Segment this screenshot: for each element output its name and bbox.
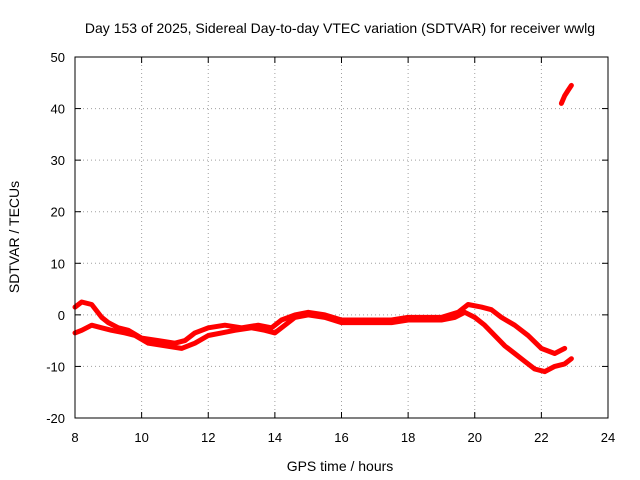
x-tick-label: 8 — [71, 430, 78, 445]
y-axis-label: SDTVAR / TECUs — [6, 181, 22, 293]
x-tick-label: 12 — [201, 430, 215, 445]
y-tick-label: -20 — [46, 411, 65, 426]
y-tick-label: 40 — [51, 102, 65, 117]
grid — [75, 57, 608, 418]
data-traces — [72, 82, 574, 375]
x-tick-label: 14 — [268, 430, 282, 445]
x-tick-label: 18 — [401, 430, 415, 445]
chart-title: Day 153 of 2025, Sidereal Day-to-day VTE… — [85, 20, 595, 36]
series-late-spike — [558, 82, 574, 106]
axis-ticks: 8 10 12 14 16 18 20 22 24 -20 -10 0 10 20 30 40 50 — [46, 50, 615, 445]
x-tick-label: 22 — [534, 430, 548, 445]
y-tick-label: 0 — [58, 308, 65, 323]
y-tick-label: 30 — [51, 153, 65, 168]
y-tick-label: 50 — [51, 50, 65, 65]
x-axis-label: GPS time / hours — [287, 458, 394, 474]
y-tick-label: 10 — [51, 256, 65, 271]
x-tick-label: 24 — [601, 430, 615, 445]
x-tick-label: 16 — [334, 430, 348, 445]
y-tick-label: 20 — [51, 205, 65, 220]
series-upper-trace — [72, 299, 568, 356]
y-tick-label: -10 — [46, 359, 65, 374]
x-tick-label: 10 — [134, 430, 148, 445]
x-tick-label: 20 — [468, 430, 482, 445]
series-lower-trace — [72, 309, 574, 375]
